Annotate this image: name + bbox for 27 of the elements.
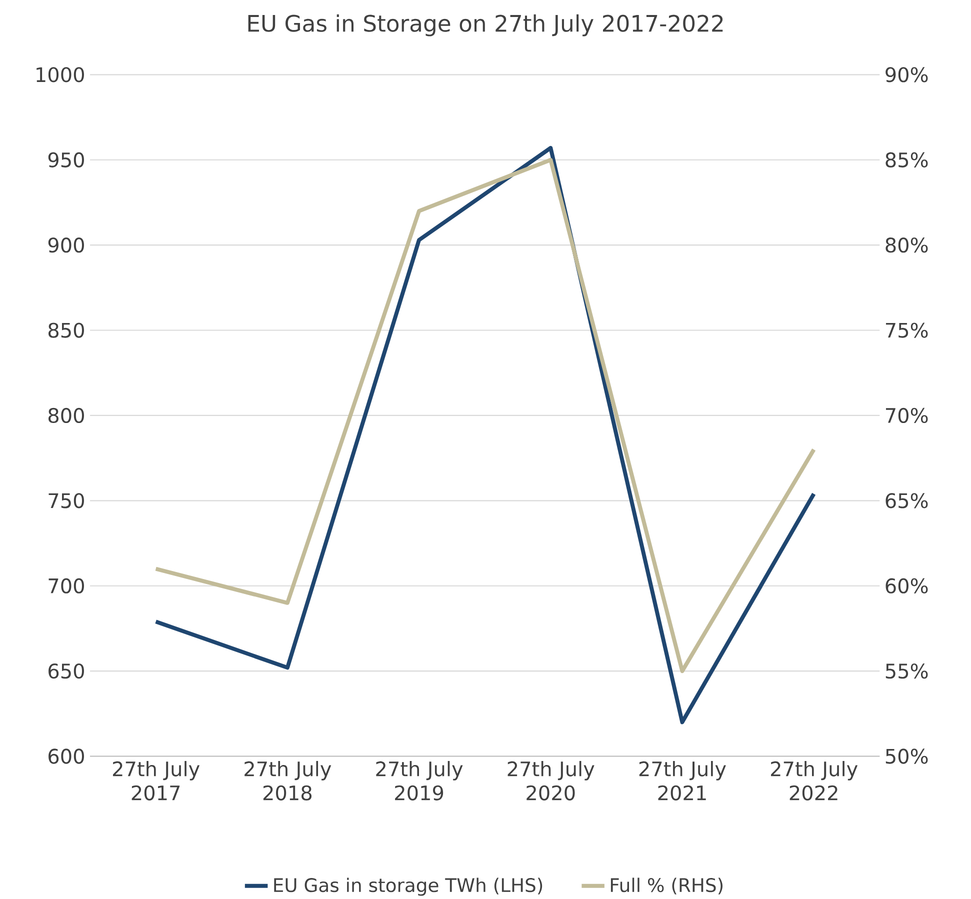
x-tick-label: 27th July 2019 [376,760,463,800]
x-tick-label: 27th July 2021 [639,760,726,800]
y2-tick-label: 60% [886,578,928,594]
y-tick-label: 1000 [36,67,84,82]
y2-tick-label: 50% [886,748,928,764]
y-tick-label: 600 [48,748,84,764]
y2-tick-label: 70% [886,408,928,424]
chart-title: EU Gas in Storage on 27th July 2017-2022 [248,14,723,36]
y-tick-label: 650 [48,664,84,679]
y2-tick-label: 55% [886,664,928,679]
x-tick-label: 27th July 2020 [508,760,594,800]
y-tick-label: 850 [48,322,84,338]
x-tick-label: 27th July 2017 [112,760,200,800]
y2-tick-label: 90% [886,67,928,82]
x-tick-label: 27th July 2018 [244,760,332,800]
legend-label: EU Gas in storage TWh (LHS) [274,878,542,896]
y-tick-label: 950 [48,152,84,168]
y-tick-label: 750 [48,493,84,508]
x-tick-label: 27th July 2022 [770,760,858,800]
y2-tick-label: 65% [886,493,928,508]
y2-tick-label: 80% [886,238,928,253]
y-tick-label: 800 [48,408,84,424]
legend-label: Full % (RHS) [610,878,723,894]
y-tick-label: 700 [48,578,84,594]
y2-tick-label: 85% [886,152,928,168]
y2-tick-label: 75% [886,322,928,338]
y-tick-label: 900 [48,238,84,253]
